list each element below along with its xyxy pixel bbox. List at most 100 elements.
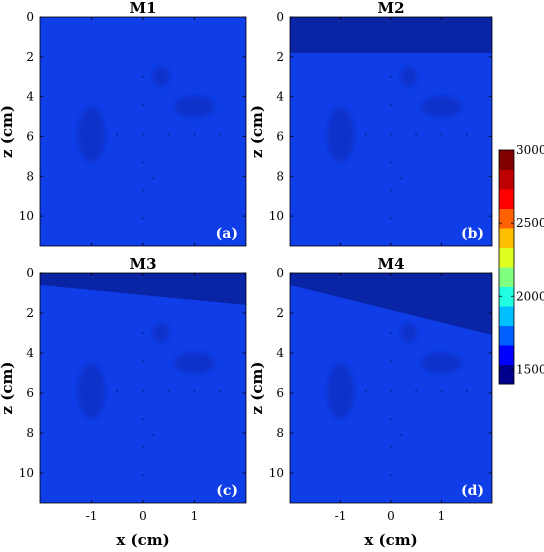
- x-tick-label: 0: [139, 509, 147, 523]
- z-tick-label: 0: [26, 10, 34, 24]
- point-target: [389, 161, 393, 164]
- colorbar: 1500 2000 2500 3000: [498, 143, 544, 385]
- point-target: [389, 103, 393, 106]
- colorbar-segment: [499, 208, 514, 229]
- inclusion-2: [173, 95, 216, 118]
- point-target: [141, 161, 145, 164]
- inclusion-3: [152, 66, 170, 87]
- field-background: [40, 17, 246, 246]
- point-target: [141, 445, 145, 449]
- panel-label: (c): [216, 483, 238, 499]
- point-target: [115, 133, 119, 136]
- z-axis-label: z (cm): [0, 362, 16, 415]
- z-tick-label: 6: [26, 386, 34, 400]
- colorbar-tick-label: 2500: [516, 216, 544, 230]
- z-tick-label: 2: [276, 306, 284, 320]
- z-axis-label: z (cm): [248, 362, 266, 415]
- inclusion-1: [326, 106, 355, 163]
- point-target: [440, 133, 443, 136]
- point-target: [141, 359, 145, 363]
- point-target: [141, 389, 145, 393]
- field-background: [40, 273, 246, 503]
- colorbar-segment: [499, 228, 514, 248]
- panel-label: (d): [461, 483, 484, 499]
- colorbar-segment: [499, 169, 514, 190]
- panel-label: (a): [216, 226, 238, 242]
- point-target: [389, 417, 393, 421]
- point-target: [414, 389, 418, 393]
- z-tick-label: 10: [269, 209, 284, 223]
- point-target: [218, 389, 222, 393]
- point-target: [389, 445, 393, 449]
- inclusion-3: [400, 323, 418, 343]
- z-tick-label: 8: [276, 169, 284, 183]
- panel-title: M1: [129, 0, 156, 17]
- panel-label: (b): [461, 226, 484, 242]
- point-target: [141, 216, 145, 220]
- point-target: [364, 133, 368, 136]
- panel-title: M2: [377, 0, 404, 17]
- point-target: [141, 417, 145, 421]
- top-layer: [290, 273, 492, 335]
- z-tick-label: 6: [276, 386, 284, 400]
- point-target: [141, 188, 145, 192]
- z-axis-label: z (cm): [248, 105, 266, 158]
- inclusion-3: [152, 323, 170, 343]
- inclusion-2: [173, 352, 216, 374]
- z-tick-label: 4: [276, 346, 284, 360]
- x-tick-label: -1: [86, 509, 98, 523]
- colorbar-segment: [499, 150, 514, 170]
- point-target: [141, 331, 145, 335]
- point-target: [465, 133, 469, 136]
- z-tick-label: 8: [26, 426, 34, 440]
- point-target: [115, 389, 119, 393]
- colorbar-segment: [499, 325, 514, 346]
- colorbar-segment: [499, 267, 514, 287]
- inclusion-1: [77, 106, 106, 163]
- x-tick-label: 1: [438, 509, 446, 523]
- panel-m4: M4 (d) 0 2 4 6 8 10 -1 0 1 x (cm) z (cm): [248, 255, 493, 549]
- colorbar-segment: [499, 306, 514, 326]
- point-target: [389, 473, 393, 477]
- x-axis-label: x (cm): [364, 531, 417, 549]
- inclusion-1: [326, 363, 355, 419]
- x-tick-label: 1: [191, 509, 199, 523]
- panel-m2: M2 (b) 0 2 4 6 8 10 z (cm): [248, 0, 493, 247]
- point-target: [389, 133, 393, 136]
- top-layer: [40, 273, 246, 305]
- panel-m1: M1 (a) 0 2 4 6 8 10 z (cm): [0, 0, 247, 247]
- z-tick-label: 10: [269, 466, 284, 480]
- z-tick-label: 2: [276, 50, 284, 64]
- point-target: [141, 133, 145, 136]
- colorbar-segment: [499, 364, 514, 385]
- colorbar-tick-label: 1500: [516, 362, 544, 376]
- point-target: [389, 216, 393, 220]
- point-target: [399, 433, 403, 437]
- panel-title: M3: [129, 255, 156, 273]
- z-tick-label: 10: [19, 209, 34, 223]
- point-target: [218, 133, 222, 136]
- point-target: [389, 75, 393, 79]
- point-target: [167, 133, 171, 136]
- inclusion-2: [421, 95, 462, 118]
- z-tick-label: 2: [26, 306, 34, 320]
- z-tick-label: 8: [26, 169, 34, 183]
- z-tick-label: 8: [276, 426, 284, 440]
- point-target: [389, 331, 393, 335]
- z-tick-label: 6: [26, 129, 34, 143]
- top-layer: [290, 17, 492, 53]
- z-axis-label: z (cm): [0, 105, 16, 158]
- z-tick-label: 2: [26, 50, 34, 64]
- colorbar-segment: [499, 286, 514, 307]
- x-tick-label: -1: [335, 509, 347, 523]
- point-target: [167, 389, 171, 393]
- point-target: [414, 133, 418, 136]
- colorbar-segment: [499, 345, 514, 365]
- colorbar-tick-label: 3000: [516, 143, 544, 157]
- colorbar-tick-label: 2000: [516, 289, 544, 303]
- point-target: [465, 389, 469, 393]
- point-target: [152, 176, 155, 180]
- inclusion-3: [400, 66, 418, 87]
- z-tick-label: 6: [276, 129, 284, 143]
